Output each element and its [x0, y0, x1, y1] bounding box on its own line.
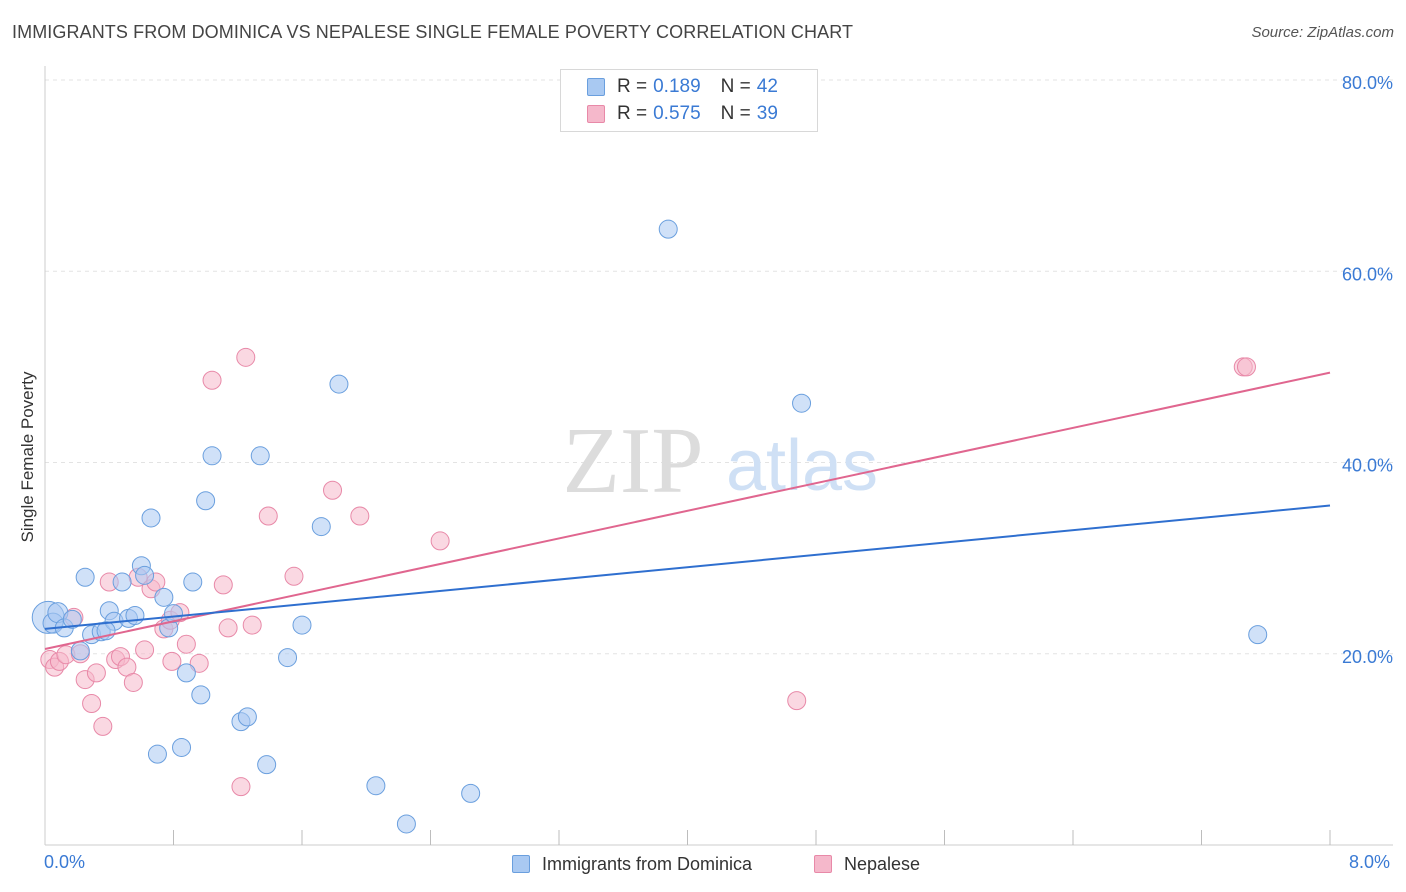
nepalese-points: [40, 347, 1256, 797]
dominica-point: [183, 572, 203, 592]
x-tick-label-min: 0.0%: [44, 852, 86, 872]
nepalese-point: [284, 566, 304, 586]
y-tick-label-80: 80.0%: [1342, 73, 1393, 93]
dominica-point: [461, 783, 481, 803]
dominica-point: [196, 491, 216, 511]
nepalese-point: [323, 480, 343, 500]
nepalese-point: [350, 506, 370, 526]
nepalese-point: [135, 640, 155, 660]
nepalese-point: [242, 615, 262, 635]
nepalese-point: [1236, 357, 1256, 377]
nepalese-point: [93, 716, 113, 736]
legend-r-label: R =: [617, 76, 648, 97]
source-label: Source: ZipAtlas.com: [1251, 24, 1394, 41]
nepalese-point: [162, 651, 182, 671]
legend-row-dominica: R = 0.189 N = 42: [587, 75, 778, 99]
correlation-legend: R = 0.189 N = 42 R = 0.575 N = 39: [560, 69, 818, 132]
watermark: ZIP atlas: [563, 409, 879, 513]
legend-swatch-pink: [587, 105, 605, 123]
dominica-point: [147, 744, 167, 764]
dominica-point: [311, 517, 331, 537]
y-axis-label: Single Female Poverty: [18, 371, 37, 543]
dominica-point: [154, 587, 174, 607]
bottom-legend-swatch-pink: [814, 855, 832, 873]
y-tick-label-40: 40.0%: [1342, 456, 1393, 476]
nepalese-point: [86, 663, 106, 683]
y-tick-label-60: 60.0%: [1342, 264, 1393, 284]
nepalese-point: [787, 691, 807, 711]
dominica-point: [62, 609, 82, 629]
dominica-point: [237, 707, 257, 727]
grid-lines: [45, 79, 1393, 655]
bottom-legend-label-dominica: Immigrants from Dominica: [542, 853, 753, 874]
dominica-point: [164, 604, 183, 624]
x-tick-label-max: 8.0%: [1349, 852, 1391, 872]
dominica-point: [176, 663, 196, 683]
legend-r-label: R =: [617, 103, 648, 124]
dominica-point: [792, 393, 812, 413]
nepalese-point: [236, 347, 256, 367]
dominica-point: [112, 572, 132, 592]
dominica-trend-line: [44, 504, 1331, 630]
bottom-legend-label-nepalese: Nepalese: [844, 853, 921, 874]
dominica-point: [396, 814, 416, 834]
bottom-legend-swatch-blue: [512, 855, 530, 873]
legend-swatch-blue: [587, 78, 605, 96]
nepalese-point: [176, 634, 196, 654]
watermark-zip: ZIP: [563, 409, 704, 513]
legend-n-value: 42: [756, 76, 778, 97]
chart-title: IMMIGRANTS FROM DOMINICA VS NEPALESE SIN…: [12, 22, 854, 42]
dominica-point: [141, 508, 161, 528]
nepalese-point: [258, 506, 278, 526]
bottom-legend-dominica: Immigrants from Dominica: [512, 852, 752, 876]
y-tick-label-20: 20.0%: [1342, 647, 1393, 667]
dominica-point: [292, 615, 312, 635]
watermark-atlas: atlas: [726, 426, 878, 506]
dominica-point: [329, 374, 349, 394]
legend-n-value: 39: [756, 103, 778, 124]
nepalese-point: [430, 531, 450, 551]
nepalese-point: [189, 653, 209, 673]
nepalese-point: [218, 618, 238, 638]
nepalese-point: [231, 777, 251, 797]
dominica-point: [172, 737, 192, 757]
y-tick-labels: 20.0% 40.0% 60.0% 80.0%: [1342, 73, 1393, 667]
dominica-point: [202, 446, 222, 466]
dominica-point: [75, 567, 95, 587]
legend-r-value: 0.575: [653, 103, 701, 124]
nepalese-point: [82, 693, 102, 713]
nepalese-point: [213, 575, 233, 595]
legend-r-value: 0.189: [653, 76, 701, 97]
dominica-point: [1248, 625, 1268, 645]
dominica-point: [278, 648, 298, 668]
dominica-point: [658, 219, 678, 239]
dominica-point: [366, 776, 386, 796]
nepalese-point: [202, 370, 222, 390]
axes: [44, 66, 1393, 846]
legend-n-label: N =: [720, 103, 751, 124]
bottom-legend-nepalese: Nepalese: [814, 852, 920, 876]
dominica-point: [70, 641, 90, 661]
legend-row-nepalese: R = 0.575 N = 39: [587, 102, 778, 126]
legend-n-label: N =: [720, 76, 751, 97]
nepalese-trend-line: [44, 371, 1331, 650]
nepalese-point: [123, 672, 143, 692]
dominica-point: [250, 446, 270, 466]
dominica-point: [257, 755, 277, 775]
dominica-point: [135, 565, 155, 585]
dominica-point: [191, 685, 211, 705]
dominica-points: [31, 219, 1268, 834]
trend-lines: [44, 371, 1331, 650]
